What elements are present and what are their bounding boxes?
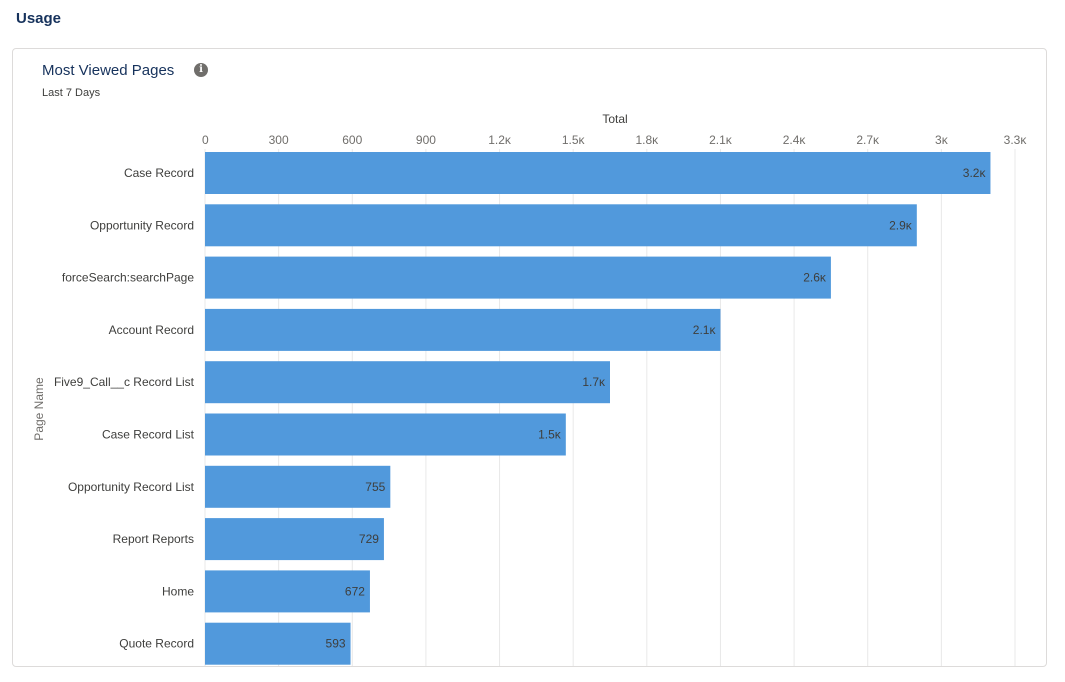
category-label: Home bbox=[162, 584, 194, 598]
category-label: Five9_Call__c Record List bbox=[54, 375, 195, 389]
x-tick-label: 1.5ĸ bbox=[562, 133, 586, 147]
x-tick-label: 3ĸ bbox=[935, 133, 949, 147]
bar[interactable] bbox=[205, 256, 831, 299]
x-tick-label: 0 bbox=[202, 133, 209, 147]
bar[interactable] bbox=[205, 413, 566, 456]
category-label: Quote Record bbox=[119, 637, 194, 651]
bar-data-label: 2.9ĸ bbox=[889, 218, 913, 232]
category-label: Opportunity Record bbox=[90, 218, 194, 232]
x-tick-label: 1.2ĸ bbox=[488, 133, 512, 147]
bar[interactable] bbox=[205, 361, 610, 404]
x-tick-label: 2.1ĸ bbox=[709, 133, 733, 147]
y-axis-title: Page Name bbox=[32, 377, 46, 441]
x-tick-label: 300 bbox=[269, 133, 289, 147]
category-label: forceSearch:searchPage bbox=[62, 271, 194, 285]
y-axis-categories: Case Record Opportunity Record forceSearch… bbox=[54, 166, 195, 651]
bar[interactable] bbox=[205, 204, 917, 247]
category-label: Account Record bbox=[109, 323, 194, 337]
bar-data-label: 593 bbox=[326, 637, 346, 651]
bars: 3.2ĸ 2.9ĸ 2.6ĸ 2.1ĸ 1.7ĸ 1.5ĸ 755 729 672 593 bbox=[205, 152, 991, 665]
bar[interactable] bbox=[205, 308, 721, 351]
bar-data-label: 2.1ĸ bbox=[693, 323, 717, 337]
x-axis-ticks: 0 300 600 900 1.2ĸ 1.5ĸ 1.8ĸ 2.1ĸ 2.4ĸ 2.7ĸ 3ĸ 3.3ĸ bbox=[202, 133, 1027, 147]
bar-chart: 0 300 600 900 1.2ĸ 1.5ĸ 1.8ĸ 2.1ĸ 2.4ĸ 2.7ĸ 3ĸ 3.3ĸ… bbox=[32, 112, 1027, 666]
category-label: Opportunity Record List bbox=[68, 480, 195, 494]
bar[interactable] bbox=[205, 570, 370, 613]
info-icon[interactable]: i bbox=[194, 63, 208, 77]
bar[interactable] bbox=[205, 622, 351, 665]
bar-data-label: 3.2ĸ bbox=[963, 166, 987, 180]
category-label: Case Record List bbox=[102, 428, 195, 442]
bar-data-label: 755 bbox=[365, 480, 385, 494]
bar[interactable] bbox=[205, 465, 391, 508]
bar-data-label: 1.5ĸ bbox=[538, 428, 562, 442]
category-label: Case Record bbox=[124, 166, 194, 180]
section-title: Usage bbox=[16, 10, 62, 27]
x-tick-label: 3.3ĸ bbox=[1004, 133, 1028, 147]
bar-data-label: 672 bbox=[345, 584, 365, 598]
x-tick-label: 2.7ĸ bbox=[856, 133, 880, 147]
bar-data-label: 729 bbox=[359, 532, 379, 546]
x-tick-label: 600 bbox=[342, 133, 362, 147]
category-label: Report Reports bbox=[113, 532, 194, 546]
bar[interactable] bbox=[205, 152, 991, 194]
bar-data-label: 2.6ĸ bbox=[803, 271, 827, 285]
bar-data-label: 1.7ĸ bbox=[582, 375, 606, 389]
chart-title: Most Viewed Pages bbox=[42, 62, 175, 79]
x-tick-label: 1.8ĸ bbox=[635, 133, 659, 147]
chart-subtitle: Last 7 Days bbox=[42, 87, 101, 99]
x-tick-label: 900 bbox=[416, 133, 436, 147]
bar[interactable] bbox=[205, 518, 384, 561]
x-tick-label: 2.4ĸ bbox=[783, 133, 807, 147]
most-viewed-pages-card: Most Viewed Pages i Last 7 Days 0 300 600 9… bbox=[12, 48, 1047, 667]
x-axis-title: Total bbox=[602, 112, 627, 126]
